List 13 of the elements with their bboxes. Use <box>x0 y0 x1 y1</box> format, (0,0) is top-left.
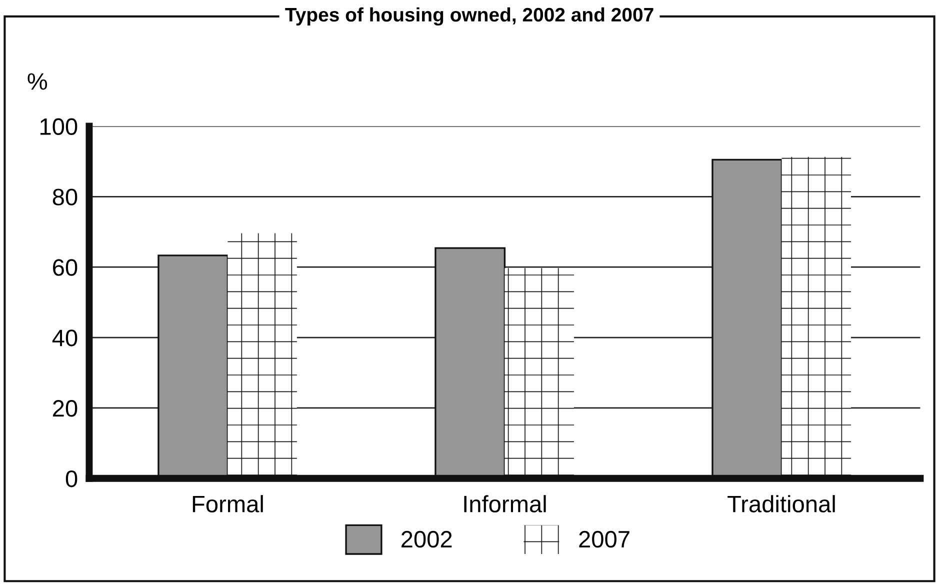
y-tick-label: 100 <box>40 118 78 135</box>
y-axis-title: % <box>28 73 48 90</box>
x-tick-label: Formal <box>192 495 263 512</box>
y-tick-label: 20 <box>53 400 78 417</box>
x-tick-label: Informal <box>464 495 546 512</box>
y-tick-label: 0 <box>66 470 78 488</box>
x-tick-label: Traditional <box>728 495 835 512</box>
y-tick-label: 40 <box>52 330 78 346</box>
y-tick-label: 80 <box>52 188 78 206</box>
legend-label: 2002 <box>402 530 452 548</box>
y-tick-label: 60 <box>53 259 78 276</box>
chart-title: Types of housing owned, 2002 and 2007 <box>285 7 654 26</box>
legend-label: 2007 <box>579 530 630 548</box>
